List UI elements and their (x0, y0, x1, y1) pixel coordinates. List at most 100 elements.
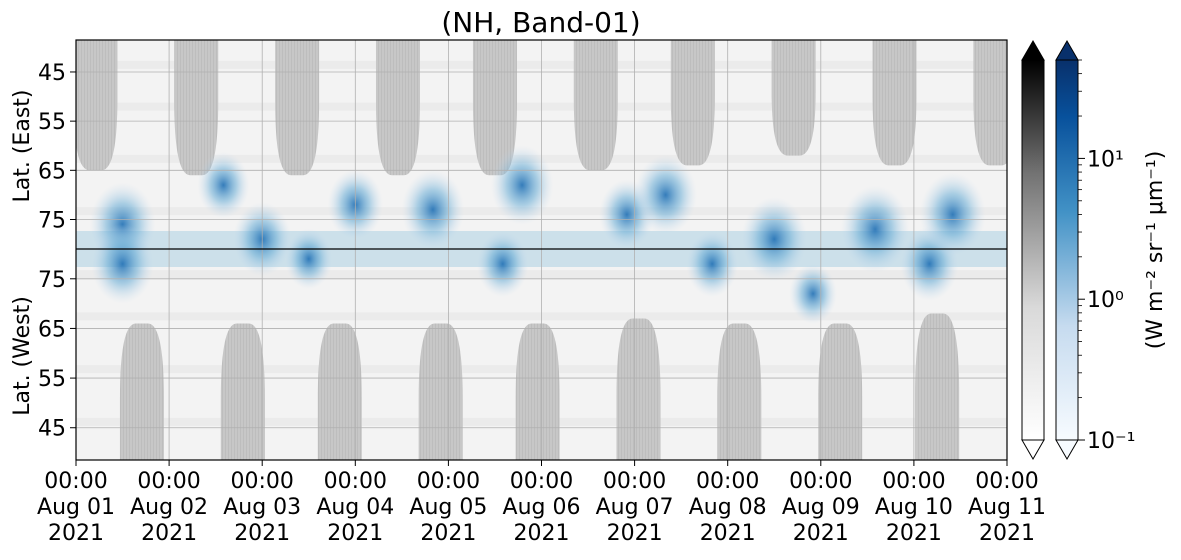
x-tick-label: 00:00 Aug 01 2021 (37, 469, 115, 546)
emission-event (919, 172, 986, 257)
x-tick-time: 00:00 (789, 469, 852, 494)
x-tick-date: Aug 04 (316, 495, 394, 520)
grid (76, 40, 1007, 460)
shaded-region-east (872, 40, 917, 166)
shaded-regions (76, 40, 1007, 460)
x-tick-time: 00:00 (510, 469, 573, 494)
x-tick-time: 00:00 (137, 469, 200, 494)
emission-event (840, 185, 910, 274)
shaded-region-west (515, 323, 560, 460)
shaded-region-west (317, 323, 362, 460)
x-tick-label: 00:00 Aug 02 2021 (130, 469, 208, 546)
plot-area (76, 40, 1007, 460)
shaded-region-west (119, 323, 164, 460)
x-tick-date: Aug 03 (223, 495, 301, 520)
x-tick-time: 00:00 (230, 469, 293, 494)
y-tick-label: 45 (38, 61, 66, 86)
shaded-region-east (771, 40, 816, 156)
y-tick-label: 65 (38, 159, 66, 184)
y-tick-label: 55 (38, 110, 66, 135)
shaded-region-east (472, 40, 517, 176)
x-tick-label: 00:00 Aug 10 2021 (875, 469, 953, 546)
emission-event (91, 224, 154, 304)
x-tick-label: 00:00 Aug 11 2021 (968, 469, 1046, 546)
shaded-region-west (418, 323, 463, 460)
emission-event (789, 263, 837, 324)
x-tick-date: Aug 05 (409, 495, 487, 520)
x-tick-time: 00:00 (975, 469, 1038, 494)
x-tick-time: 00:00 (603, 469, 666, 494)
shaded-region-west (915, 313, 960, 460)
x-tick-label: 00:00 Aug 06 2021 (503, 469, 581, 546)
x-tick-date: Aug 02 (130, 495, 208, 520)
x-tick-date: Aug 11 (968, 495, 1046, 520)
x-tick-year: 2021 (607, 521, 663, 546)
colorbar-greys-extend-top (1021, 40, 1045, 61)
colorbar-ticks: 10⁻¹ 10⁰ 10¹ (1078, 59, 1135, 454)
emission-event (476, 230, 529, 297)
x-tick-time: 00:00 (882, 469, 945, 494)
colorbar-blues-extend-top (1055, 40, 1079, 61)
shaded-region-west (220, 323, 265, 460)
x-tick-date: Aug 01 (37, 495, 115, 520)
x-tick-time: 00:00 (696, 469, 759, 494)
emission-event (686, 230, 739, 297)
shaded-region-west (717, 323, 762, 460)
emission-event (284, 228, 333, 290)
shaded-region-east (973, 40, 1007, 166)
colorbar-tick-label: 10⁰ (1087, 288, 1124, 313)
shaded-region-east (573, 40, 618, 171)
x-tick-time: 00:00 (417, 469, 480, 494)
x-tick-year: 2021 (514, 521, 570, 546)
y-tick-label: 45 (38, 417, 66, 442)
colorbar-tick-label: 10¹ (1087, 147, 1124, 172)
x-tick-year: 2021 (48, 521, 104, 546)
x-tick-year: 2021 (886, 521, 942, 546)
shaded-region-east (670, 40, 715, 166)
x-tick-label: 00:00 Aug 03 2021 (223, 469, 301, 546)
shaded-region-west (818, 323, 863, 460)
y-axis: 45 55 65 75 75 65 55 45 (38, 61, 76, 442)
emission-event (490, 145, 554, 225)
shaded-region-east (375, 40, 420, 176)
y-tick-label: 75 (38, 208, 66, 233)
x-tick-date: Aug 09 (782, 495, 860, 520)
emission-event (401, 169, 465, 250)
emission-event (197, 151, 250, 219)
colorbars: 10⁻¹ 10⁰ 10¹ (W m⁻² sr⁻¹ μm⁻¹) (1021, 40, 1168, 460)
x-tick-year: 2021 (327, 521, 383, 546)
x-tick-label: 00:00 Aug 08 2021 (689, 469, 767, 546)
x-tick-year: 2021 (700, 521, 756, 546)
y-tick-label: 75 (38, 268, 66, 293)
emission-event (634, 155, 697, 235)
x-tick-label: 00:00 Aug 05 2021 (409, 469, 487, 546)
x-tick-time: 00:00 (44, 469, 107, 494)
y-tick-label: 65 (38, 317, 66, 342)
y-label-west: Lat. (West) (10, 296, 35, 416)
chart-title: (NH, Band-01) (441, 6, 640, 39)
colorbar-blues-extend-bottom (1055, 439, 1079, 460)
x-tick-label: 00:00 Aug 07 2021 (596, 469, 674, 546)
colorbar-blues (1055, 59, 1079, 441)
x-tick-year: 2021 (420, 521, 476, 546)
y-label-east: Lat. (East) (10, 90, 35, 203)
x-tick-time: 00:00 (324, 469, 387, 494)
shaded-region-east (76, 40, 118, 171)
colorbar-greys-extend-bottom (1021, 439, 1045, 460)
x-tick-date: Aug 08 (689, 495, 767, 520)
y-tick-label: 55 (38, 367, 66, 392)
x-tick-date: Aug 06 (503, 495, 581, 520)
shaded-region-east (174, 40, 219, 176)
x-tick-year: 2021 (234, 521, 290, 546)
emission-event (741, 197, 808, 282)
x-tick-label: 00:00 Aug 04 2021 (316, 469, 394, 546)
x-tick-year: 2021 (979, 521, 1035, 546)
colorbar-label: (W m⁻² sr⁻¹ μm⁻¹) (1143, 151, 1168, 350)
colorbar-greys (1021, 59, 1045, 441)
shaded-region-west (616, 318, 661, 460)
shaded-region-east (275, 40, 320, 176)
x-tick-date: Aug 07 (596, 495, 674, 520)
